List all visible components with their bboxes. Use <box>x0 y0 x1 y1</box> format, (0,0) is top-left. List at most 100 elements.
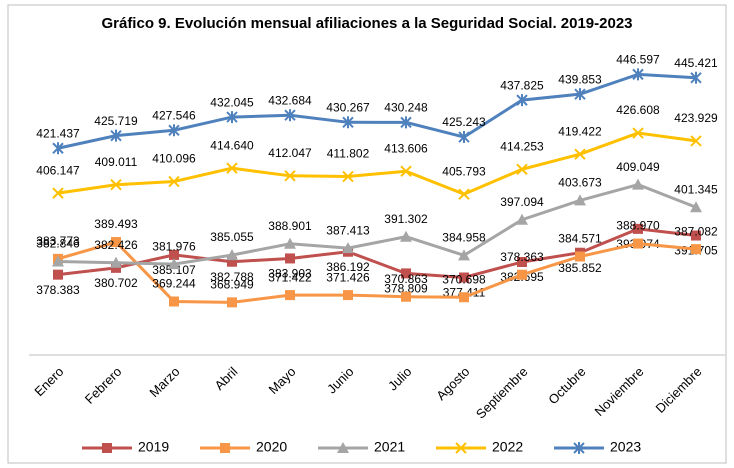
marker <box>102 443 112 453</box>
legend-label: 2021 <box>374 439 405 455</box>
series: 406.147 409.011 410.096 414.640 412.047 411.8… <box>36 103 718 200</box>
marker <box>632 127 644 139</box>
marker <box>285 253 295 264</box>
series: 382.846 382.426 381.976 385.055 388.901 387.4… <box>36 160 718 270</box>
marker <box>111 237 121 248</box>
chart-title: Gráfico 9. Evolución mensual afiliacione… <box>101 15 633 32</box>
data-label: 409.011 <box>95 155 138 169</box>
line <box>57 240 697 304</box>
legend-label: 2022 <box>492 439 523 455</box>
marker <box>516 163 528 176</box>
marker <box>691 230 701 241</box>
marker <box>169 249 179 260</box>
marker <box>226 249 238 261</box>
data-label: 369.244 <box>152 277 196 291</box>
marker <box>227 256 237 267</box>
marker <box>691 244 701 255</box>
marker <box>458 131 470 144</box>
chart-border <box>7 4 727 464</box>
data-label: 387.082 <box>674 224 718 238</box>
data-label: 423.929 <box>674 111 718 125</box>
marker <box>575 251 585 262</box>
marker <box>633 223 643 234</box>
marker <box>169 296 179 307</box>
marker <box>632 68 644 81</box>
marker <box>690 71 702 84</box>
marker <box>226 162 238 174</box>
series: 378.383 380.702 385.107 382.788 383.903 386.1… <box>36 223 718 300</box>
data-label: 382.846 <box>36 237 80 251</box>
data-label: 385.107 <box>152 263 196 277</box>
data-label: 432.045 <box>210 95 254 109</box>
data-label: 421.437 <box>36 126 80 140</box>
marker <box>284 237 296 249</box>
data-label: 409.049 <box>616 160 660 174</box>
data-label: 381.976 <box>152 239 196 253</box>
marker <box>455 442 467 454</box>
marker <box>53 269 63 280</box>
line <box>57 72 697 150</box>
data-label: 406.147 <box>36 163 80 177</box>
marker <box>343 290 353 301</box>
data-label: 445.421 <box>674 56 718 70</box>
data-label: 410.096 <box>152 152 196 166</box>
marker <box>459 272 469 283</box>
data-label: 413.606 <box>384 141 428 155</box>
data-label: 384.571 <box>558 232 602 246</box>
series: 421.437 425.719 427.546 432.045 432.684 430.2… <box>36 53 718 155</box>
data-label: 414.253 <box>500 140 544 154</box>
data-label: 382.788 <box>210 270 254 284</box>
data-label: 378.809 <box>384 282 428 296</box>
data-label: 405.793 <box>442 164 486 178</box>
data-label: 385.055 <box>210 230 254 244</box>
data-label: 378.383 <box>36 283 80 297</box>
data-label: 368.949 <box>210 278 254 292</box>
marker <box>459 292 469 303</box>
data-label: 387.413 <box>326 223 370 237</box>
marker <box>337 442 349 453</box>
marker <box>574 148 586 160</box>
marker <box>690 201 702 213</box>
data-label: 388.970 <box>616 219 660 233</box>
data-label: 382.426 <box>94 238 138 252</box>
marker <box>342 242 354 254</box>
data-label: 388.901 <box>268 219 312 233</box>
data-label: 425.243 <box>442 115 486 129</box>
marker <box>458 249 470 261</box>
data-label: 430.267 <box>326 100 370 114</box>
marker <box>517 256 527 267</box>
series: 383.773 389.493 369.244 368.949 371.422 371.4… <box>36 217 718 308</box>
marker <box>284 170 296 182</box>
data-label: 371.426 <box>326 270 370 284</box>
marker <box>516 94 528 107</box>
marker <box>227 297 237 308</box>
data-label: 380.702 <box>94 276 138 290</box>
data-label: 425.719 <box>94 114 138 128</box>
marker <box>342 116 354 129</box>
data-label: 386.192 <box>326 260 370 274</box>
marker <box>168 258 180 270</box>
data-label: 403.673 <box>558 176 602 190</box>
marker <box>342 170 354 183</box>
data-label: 391.302 <box>384 212 428 226</box>
marker <box>633 238 643 249</box>
data-label: 384.958 <box>442 231 486 245</box>
marker <box>284 109 296 122</box>
data-label: 412.047 <box>268 146 312 160</box>
marker <box>632 178 644 190</box>
line <box>57 131 697 196</box>
marker <box>573 442 585 454</box>
data-label: 389.493 <box>94 217 138 231</box>
data-label: 432.684 <box>268 93 312 107</box>
marker <box>110 129 122 142</box>
legend-label: 2020 <box>256 439 287 455</box>
line <box>57 183 697 266</box>
marker <box>516 213 528 225</box>
data-label: 430.248 <box>384 101 428 115</box>
marker <box>401 268 411 279</box>
legend-label: 2023 <box>610 439 641 455</box>
marker <box>168 124 180 137</box>
marker <box>52 142 64 155</box>
